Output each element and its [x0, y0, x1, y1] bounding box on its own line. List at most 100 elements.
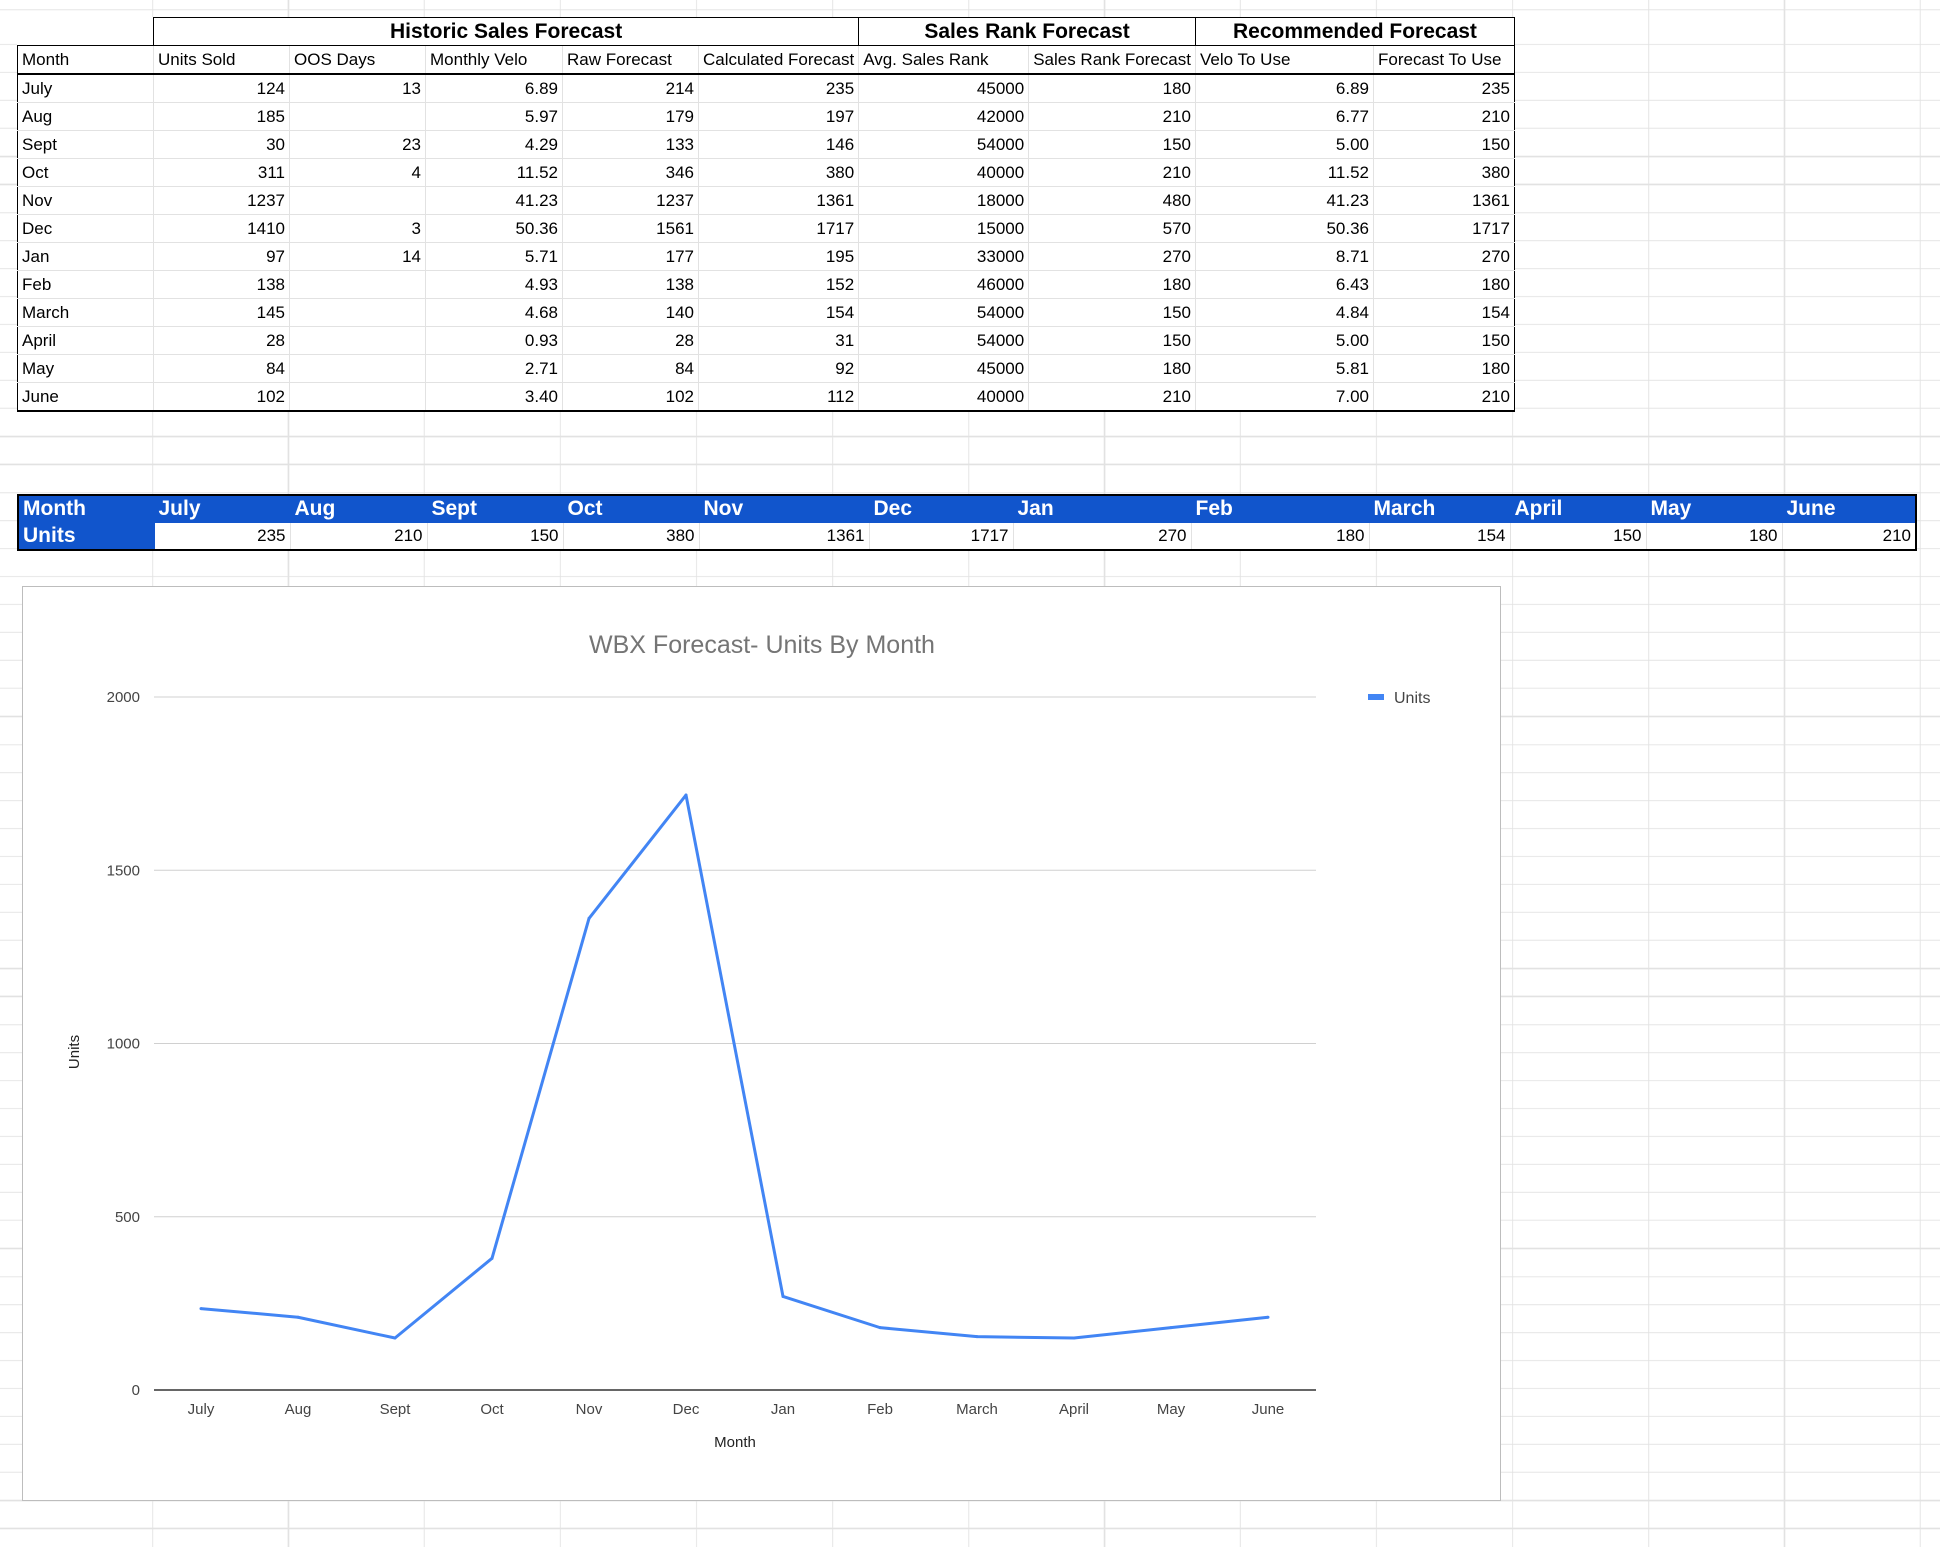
- value-cell[interactable]: 177: [562, 242, 699, 271]
- value-cell[interactable]: 150: [1028, 130, 1196, 159]
- value-cell[interactable]: 13: [289, 73, 426, 103]
- month-cell[interactable]: April: [17, 326, 154, 355]
- value-cell[interactable]: 346: [562, 158, 699, 187]
- value-cell[interactable]: 50.36: [425, 214, 563, 243]
- value-cell[interactable]: 54000: [858, 298, 1030, 327]
- summary-month-header[interactable]: June: [1781, 494, 1917, 523]
- value-cell[interactable]: 1410: [153, 214, 290, 243]
- value-cell[interactable]: 235: [697, 73, 860, 103]
- value-cell[interactable]: [289, 354, 426, 383]
- month-cell[interactable]: Aug: [17, 102, 154, 131]
- value-cell[interactable]: 102: [153, 382, 290, 412]
- summary-units-cell[interactable]: 210: [1781, 522, 1917, 551]
- value-cell[interactable]: 146: [697, 130, 860, 159]
- value-cell[interactable]: 31: [697, 326, 860, 355]
- value-cell[interactable]: 5.00: [1194, 130, 1374, 159]
- summary-month-header[interactable]: March: [1368, 494, 1511, 523]
- value-cell[interactable]: 138: [562, 270, 699, 299]
- value-cell[interactable]: 5.71: [425, 242, 563, 271]
- value-cell[interactable]: [289, 382, 426, 412]
- value-cell[interactable]: 152: [697, 270, 860, 299]
- value-cell[interactable]: 4.84: [1194, 298, 1374, 327]
- column-header[interactable]: Units Sold: [153, 45, 290, 75]
- summary-month-header[interactable]: Nov: [698, 494, 870, 523]
- column-header[interactable]: Sales Rank Forecast: [1028, 45, 1196, 75]
- value-cell[interactable]: 5.97: [425, 102, 563, 131]
- month-cell[interactable]: Feb: [17, 270, 154, 299]
- value-cell[interactable]: 50.36: [1194, 214, 1374, 243]
- summary-month-header[interactable]: April: [1509, 494, 1647, 523]
- month-cell[interactable]: Sept: [17, 130, 154, 159]
- summary-month-header[interactable]: Feb: [1190, 494, 1370, 523]
- summary-units-cell[interactable]: 210: [289, 522, 428, 551]
- value-cell[interactable]: 41.23: [425, 186, 563, 215]
- summary-month-header[interactable]: Jan: [1012, 494, 1192, 523]
- month-cell[interactable]: Dec: [17, 214, 154, 243]
- value-cell[interactable]: 33000: [858, 242, 1030, 271]
- value-cell[interactable]: 380: [697, 158, 860, 187]
- value-cell[interactable]: 40000: [858, 158, 1030, 187]
- value-cell[interactable]: 6.43: [1194, 270, 1374, 299]
- value-cell[interactable]: 30: [153, 130, 290, 159]
- value-cell[interactable]: 210: [1372, 382, 1515, 412]
- summary-month-header[interactable]: Oct: [562, 494, 700, 523]
- value-cell[interactable]: 1361: [1372, 186, 1515, 215]
- value-cell[interactable]: 28: [153, 326, 290, 355]
- value-cell[interactable]: [289, 270, 426, 299]
- value-cell[interactable]: 4: [289, 158, 426, 187]
- value-cell[interactable]: 270: [1028, 242, 1196, 271]
- value-cell[interactable]: 150: [1028, 298, 1196, 327]
- value-cell[interactable]: [289, 186, 426, 215]
- summary-month-header[interactable]: July: [153, 494, 291, 523]
- summary-month-header[interactable]: May: [1645, 494, 1783, 523]
- value-cell[interactable]: 1717: [1372, 214, 1515, 243]
- month-cell[interactable]: Jan: [17, 242, 154, 271]
- value-cell[interactable]: 92: [697, 354, 860, 383]
- value-cell[interactable]: 380: [1372, 158, 1515, 187]
- value-cell[interactable]: 210: [1028, 102, 1196, 131]
- value-cell[interactable]: 8.71: [1194, 242, 1374, 271]
- month-cell[interactable]: July: [17, 73, 154, 103]
- value-cell[interactable]: 570: [1028, 214, 1196, 243]
- value-cell[interactable]: 0.93: [425, 326, 563, 355]
- value-cell[interactable]: 179: [562, 102, 699, 131]
- value-cell[interactable]: 180: [1028, 354, 1196, 383]
- value-cell[interactable]: 54000: [858, 130, 1030, 159]
- value-cell[interactable]: 180: [1372, 270, 1515, 299]
- month-cell[interactable]: Nov: [17, 186, 154, 215]
- value-cell[interactable]: [289, 298, 426, 327]
- summary-month-header[interactable]: Aug: [289, 494, 428, 523]
- value-cell[interactable]: 210: [1028, 382, 1196, 412]
- summary-units-cell[interactable]: 180: [1190, 522, 1370, 551]
- value-cell[interactable]: 1561: [562, 214, 699, 243]
- value-cell[interactable]: 150: [1372, 130, 1515, 159]
- value-cell[interactable]: 112: [697, 382, 860, 412]
- value-cell[interactable]: 145: [153, 298, 290, 327]
- summary-units-cell[interactable]: 150: [426, 522, 564, 551]
- value-cell[interactable]: 480: [1028, 186, 1196, 215]
- summary-units-cell[interactable]: 154: [1368, 522, 1511, 551]
- value-cell[interactable]: 6.77: [1194, 102, 1374, 131]
- column-header[interactable]: Avg. Sales Rank: [858, 45, 1030, 75]
- value-cell[interactable]: 84: [153, 354, 290, 383]
- month-cell[interactable]: May: [17, 354, 154, 383]
- column-header[interactable]: Forecast To Use: [1372, 45, 1515, 75]
- value-cell[interactable]: 185: [153, 102, 290, 131]
- value-cell[interactable]: 2.71: [425, 354, 563, 383]
- value-cell[interactable]: 4.93: [425, 270, 563, 299]
- summary-units-cell[interactable]: 380: [562, 522, 700, 551]
- summary-units-cell[interactable]: 270: [1012, 522, 1192, 551]
- value-cell[interactable]: 180: [1028, 73, 1196, 103]
- value-cell[interactable]: 180: [1028, 270, 1196, 299]
- value-cell[interactable]: 311: [153, 158, 290, 187]
- value-cell[interactable]: 140: [562, 298, 699, 327]
- summary-month-header[interactable]: Dec: [868, 494, 1014, 523]
- value-cell[interactable]: 270: [1372, 242, 1515, 271]
- value-cell[interactable]: 97: [153, 242, 290, 271]
- value-cell[interactable]: 138: [153, 270, 290, 299]
- value-cell[interactable]: 195: [697, 242, 860, 271]
- value-cell[interactable]: 197: [697, 102, 860, 131]
- value-cell[interactable]: 46000: [858, 270, 1030, 299]
- summary-units-cell[interactable]: 180: [1645, 522, 1783, 551]
- value-cell[interactable]: 133: [562, 130, 699, 159]
